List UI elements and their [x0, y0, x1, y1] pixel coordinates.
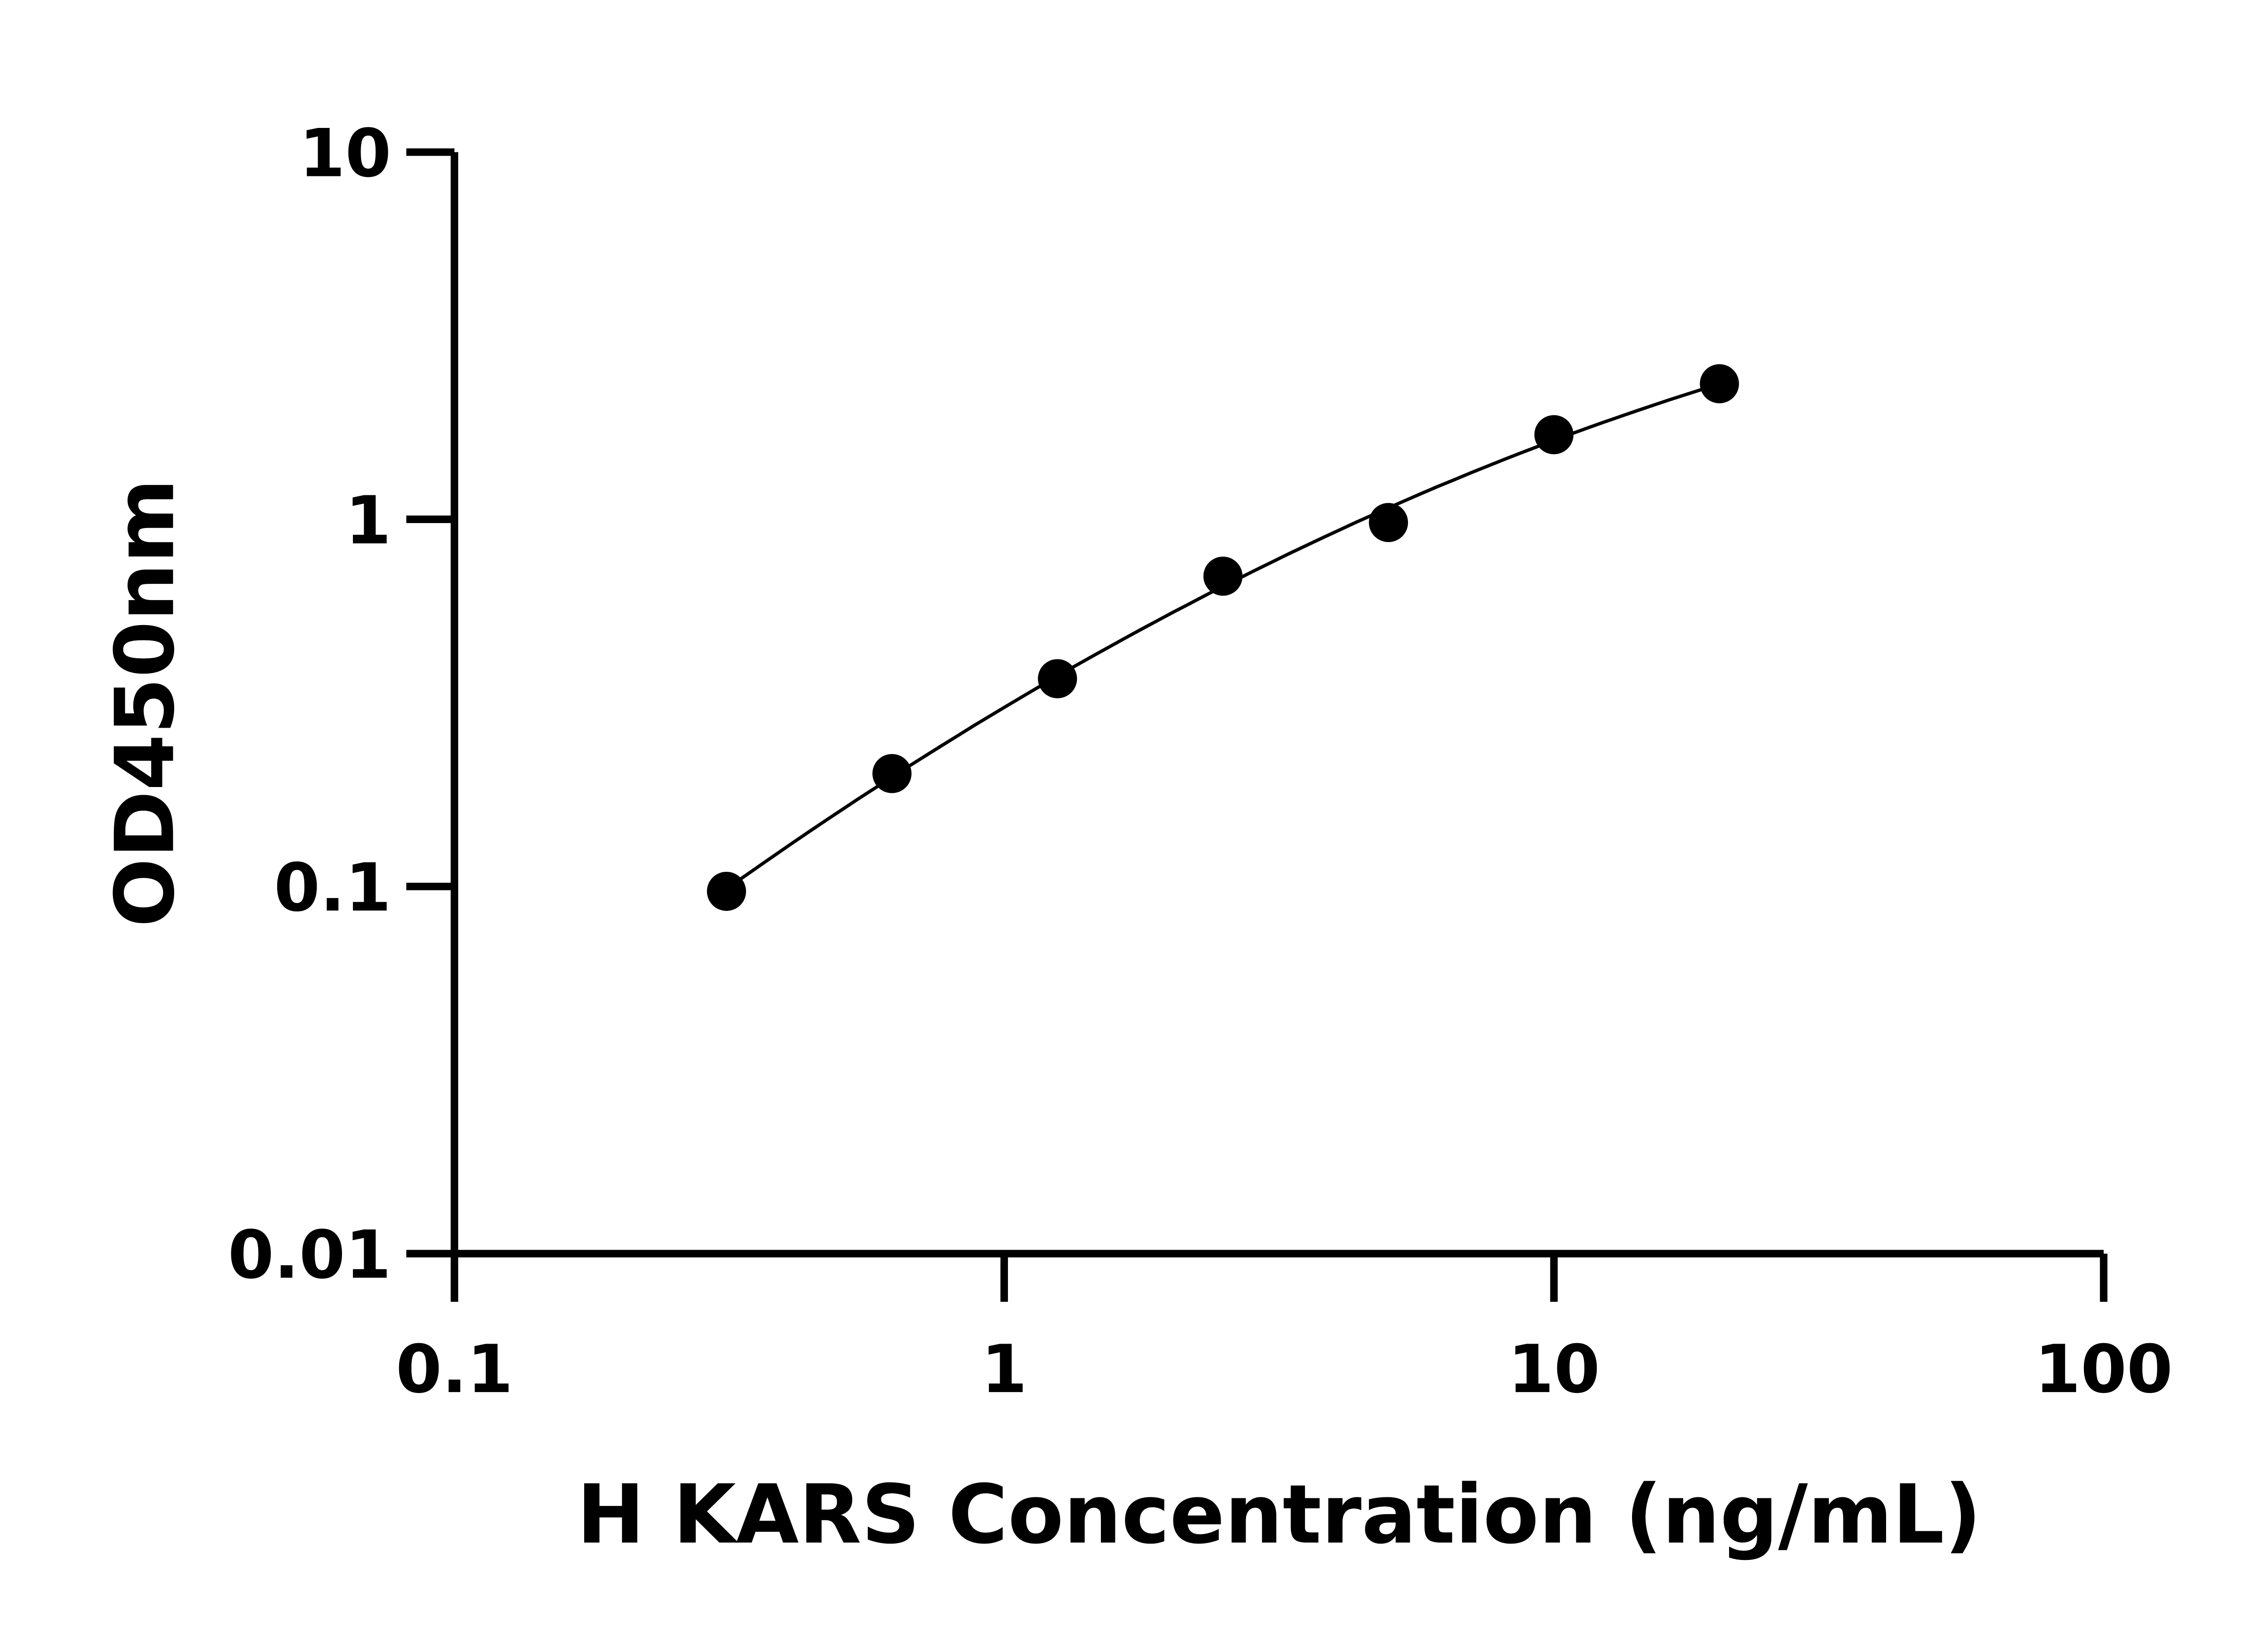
- data-point: [1700, 364, 1739, 404]
- y-tick-label: 0.01: [228, 1217, 391, 1294]
- data-points: [707, 364, 1739, 911]
- x-tick-label: 0.1: [396, 1331, 513, 1408]
- x-tick-label: 1: [981, 1331, 1027, 1408]
- x-tick-label: 100: [2034, 1331, 2173, 1408]
- data-point: [707, 871, 746, 911]
- fit-curve: [725, 382, 1720, 890]
- x-axis-label: H KARS Concentration (ng/mL): [577, 1468, 1981, 1562]
- data-point: [1534, 415, 1574, 455]
- y-axis-label: OD450nm: [98, 479, 193, 927]
- data-point: [1038, 659, 1077, 699]
- data-point: [1369, 503, 1408, 543]
- y-tick-label: 1: [345, 483, 391, 559]
- x-tick-label: 10: [1508, 1331, 1600, 1408]
- y-tick-label: 10: [299, 115, 391, 192]
- y-tick-label: 0.1: [274, 850, 391, 926]
- data-point: [872, 754, 912, 793]
- data-point: [1203, 557, 1243, 596]
